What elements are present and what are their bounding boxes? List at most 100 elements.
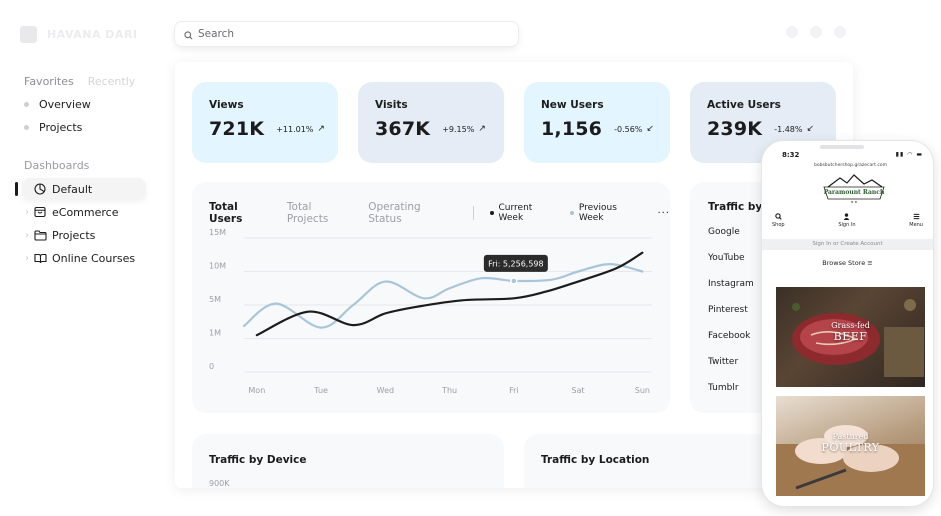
chart-tabs: Total Users Total Projects Operating Sta…	[209, 201, 670, 225]
tab-total-projects[interactable]: Total Projects	[286, 201, 329, 225]
x-tick-label: Mon	[248, 386, 265, 395]
card-label-top: Pastured	[832, 432, 869, 441]
x-tick-label: Wed	[377, 386, 394, 395]
stat-value: 721K	[209, 118, 265, 140]
card-title: Traffic by Location	[541, 454, 650, 466]
phone-mockup: 8:32 ▮▮ ◠ ▬ bobsbutchershop.grazecart.co…	[762, 141, 933, 506]
user-icon	[844, 213, 850, 220]
tooltip-text: Fri: 5,256,598	[488, 259, 543, 268]
brand[interactable]: HAVANA DARI	[20, 26, 138, 43]
nav-shop[interactable]: Shop	[772, 213, 785, 228]
dashboards-heading: Dashboards	[24, 159, 90, 172]
stat-title: New Users	[541, 99, 604, 111]
product-card-beef[interactable]: Grass-fed BEEF	[776, 287, 925, 387]
chevron-right-icon: ›	[25, 229, 29, 241]
sidebar-item-label: eCommerce	[52, 205, 119, 219]
search-input[interactable]: Search	[198, 28, 235, 40]
site-item: YouTube	[708, 253, 745, 263]
card-label: Grass-fed BEEF	[776, 321, 925, 343]
stat-change: -1.48%	[774, 124, 803, 134]
search-icon	[184, 25, 193, 44]
y-tick-label: 0	[209, 362, 214, 371]
current-week-line	[255, 251, 644, 337]
status-icons: ▮▮ ◠ ▬	[895, 151, 923, 158]
x-tick-label: Thu	[441, 386, 457, 395]
legend-current-week: Current Week	[489, 203, 557, 223]
legend-previous-week: Previous Week	[570, 203, 641, 223]
history-icon[interactable]	[810, 26, 822, 38]
browse-store-button[interactable]: Browse Store ≡	[822, 259, 873, 267]
chevron-right-icon: ›	[25, 252, 29, 264]
chevron-right-icon: ›	[25, 206, 29, 218]
tab-total-users[interactable]: Total Users	[209, 201, 243, 225]
sun-icon[interactable]	[786, 26, 798, 38]
trend-down-icon: ↙	[646, 124, 654, 134]
active-indicator	[15, 182, 18, 196]
bullet-icon	[24, 102, 29, 107]
phone-url[interactable]: bobsbutchershop.grazecart.com	[814, 163, 887, 168]
legend-label: Current Week	[498, 203, 533, 223]
poultry-image	[776, 425, 925, 496]
dashboard-panel: Views 721K +11.01% ↗ Visits 367K +9.15% …	[175, 62, 853, 488]
signin-link[interactable]: Sign In or Create Account	[762, 239, 933, 250]
favorite-item-projects[interactable]: Projects	[24, 121, 82, 134]
sidebar-item-projects[interactable]: › Projects	[22, 224, 146, 246]
tooltip-point	[510, 277, 518, 285]
tab-recently[interactable]: Recently	[87, 75, 136, 88]
stat-card-views[interactable]: Views 721K +11.01% ↗	[192, 82, 338, 163]
tab-operating-status[interactable]: Operating Status	[368, 201, 421, 225]
stat-card-visits[interactable]: Visits 367K +9.15% ↗	[358, 82, 504, 163]
pie-chart-icon	[32, 182, 48, 196]
favorite-label: Overview	[39, 98, 91, 111]
stat-card-new-users[interactable]: New Users 1,156 -0.56% ↙	[524, 82, 670, 163]
logo-text: Paramount Ranch	[824, 189, 885, 196]
brand-name: HAVANA DARI	[47, 28, 138, 41]
stat-title: Views	[209, 99, 244, 111]
stat-value: 367K	[375, 118, 431, 140]
card-label-main: BEEF	[833, 330, 868, 343]
sidebar-item-ecommerce[interactable]: › eCommerce	[22, 201, 146, 223]
hamburger-icon	[913, 213, 919, 220]
sidebar-item-default[interactable]: Default	[22, 178, 146, 200]
phone-nav: Shop Sign In Menu	[762, 213, 933, 228]
nav-label: Sign In	[838, 222, 856, 228]
previous-week-line	[242, 263, 644, 329]
total-users-card: Total Users Total Projects Operating Sta…	[192, 182, 670, 413]
y-tick-label: 1M	[209, 329, 221, 338]
nav-label: Menu	[909, 222, 923, 228]
stat-title: Active Users	[707, 99, 781, 111]
legend-dot	[570, 211, 574, 215]
search-bar[interactable]: Search	[175, 22, 518, 46]
brand-logo	[20, 26, 37, 43]
bell-icon[interactable]	[834, 26, 846, 38]
search-icon	[775, 213, 782, 220]
sidebar-item-label: Online Courses	[52, 251, 136, 265]
sidebar-item-online-courses[interactable]: › Online Courses	[22, 247, 146, 269]
product-card-poultry[interactable]: Pastured POULTRY	[776, 396, 925, 496]
bullet-icon	[24, 125, 29, 130]
favorite-label: Projects	[39, 121, 83, 134]
site-item: Twitter	[708, 357, 739, 367]
x-tick-label: Sat	[572, 386, 585, 395]
stat-value: 239K	[707, 118, 763, 140]
favorite-item-overview[interactable]: Overview	[24, 98, 91, 111]
stat-change: +9.15%	[442, 124, 475, 134]
nav-sign-in[interactable]: Sign In	[838, 213, 855, 228]
legend-label: Previous Week	[578, 203, 617, 223]
folder-icon	[32, 228, 48, 242]
more-icon[interactable]: ···	[657, 207, 670, 219]
site-item: Pinterest	[708, 305, 748, 315]
stat-change: +11.01%	[276, 124, 314, 134]
sidebar-tabs: Favorites Recently	[24, 75, 135, 88]
ranch-logo[interactable]: Paramount Ranch ★ ★	[820, 173, 888, 207]
tab-favorites[interactable]: Favorites	[24, 75, 74, 88]
site-item: Google	[708, 227, 740, 237]
book-open-icon	[32, 251, 48, 265]
sidebar-item-label: Projects	[52, 228, 96, 242]
nav-label: Shop	[772, 222, 785, 228]
x-tick-label: Fri	[509, 386, 519, 395]
nav-menu[interactable]: Menu	[909, 213, 923, 228]
top-toolbar	[786, 26, 846, 38]
phone-speaker	[820, 145, 864, 149]
card-label-top: Grass-fed	[831, 321, 870, 330]
